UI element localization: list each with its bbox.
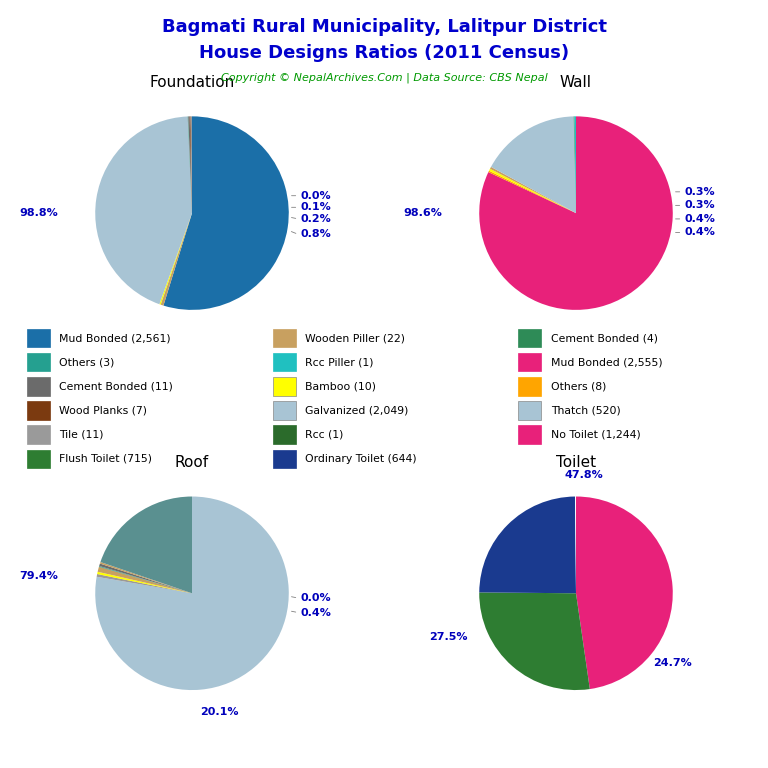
Wedge shape: [99, 566, 192, 593]
Text: Rcc (1): Rcc (1): [305, 429, 343, 439]
Wedge shape: [479, 592, 590, 690]
Wedge shape: [98, 572, 192, 593]
Wedge shape: [576, 496, 673, 689]
Wedge shape: [190, 117, 192, 214]
Wedge shape: [479, 117, 673, 310]
FancyBboxPatch shape: [518, 401, 541, 420]
FancyBboxPatch shape: [27, 353, 50, 372]
Wedge shape: [97, 574, 192, 593]
Wedge shape: [190, 117, 192, 214]
Text: Bamboo (10): Bamboo (10): [305, 382, 376, 392]
Text: Bagmati Rural Municipality, Lalitpur District: Bagmati Rural Municipality, Lalitpur Dis…: [161, 18, 607, 35]
FancyBboxPatch shape: [518, 425, 541, 444]
Wedge shape: [479, 497, 576, 593]
Wedge shape: [574, 117, 576, 214]
Text: 0.1%: 0.1%: [300, 202, 331, 212]
FancyBboxPatch shape: [27, 329, 50, 347]
Text: Galvanized (2,049): Galvanized (2,049): [305, 406, 409, 415]
Wedge shape: [99, 567, 192, 593]
Wedge shape: [161, 214, 192, 306]
Wedge shape: [488, 170, 576, 214]
FancyBboxPatch shape: [518, 329, 541, 347]
Wedge shape: [99, 564, 192, 593]
Wedge shape: [100, 562, 192, 593]
Wedge shape: [95, 496, 289, 690]
Text: Thatch (520): Thatch (520): [551, 406, 621, 415]
FancyBboxPatch shape: [273, 401, 296, 420]
Wedge shape: [188, 117, 192, 214]
Text: 0.4%: 0.4%: [300, 607, 331, 617]
FancyBboxPatch shape: [273, 449, 296, 468]
Title: Foundation: Foundation: [149, 74, 235, 90]
Wedge shape: [490, 167, 576, 214]
Title: Toilet: Toilet: [556, 455, 596, 470]
Wedge shape: [160, 214, 192, 305]
Text: House Designs Ratios (2011 Census): House Designs Ratios (2011 Census): [199, 44, 569, 61]
Title: Wall: Wall: [560, 74, 592, 90]
Text: Copyright © NepalArchives.Com | Data Source: CBS Nepal: Copyright © NepalArchives.Com | Data Sou…: [220, 73, 548, 84]
Title: Roof: Roof: [175, 455, 209, 470]
Text: 0.4%: 0.4%: [684, 214, 715, 224]
Wedge shape: [161, 214, 192, 305]
Text: Rcc Piller (1): Rcc Piller (1): [305, 357, 373, 367]
Text: Flush Toilet (715): Flush Toilet (715): [59, 454, 152, 464]
Wedge shape: [575, 496, 576, 593]
Wedge shape: [97, 574, 192, 593]
Text: Mud Bonded (2,561): Mud Bonded (2,561): [59, 333, 170, 343]
Text: 20.1%: 20.1%: [200, 707, 238, 717]
Text: 0.3%: 0.3%: [684, 200, 715, 210]
Text: 0.4%: 0.4%: [684, 227, 715, 237]
Wedge shape: [101, 496, 192, 593]
FancyBboxPatch shape: [27, 449, 50, 468]
Text: No Toilet (1,244): No Toilet (1,244): [551, 429, 641, 439]
FancyBboxPatch shape: [518, 377, 541, 396]
Wedge shape: [187, 117, 192, 214]
Text: 0.3%: 0.3%: [684, 187, 715, 197]
Text: 0.0%: 0.0%: [300, 593, 331, 603]
Text: 98.6%: 98.6%: [404, 208, 442, 218]
FancyBboxPatch shape: [273, 377, 296, 396]
FancyBboxPatch shape: [273, 425, 296, 444]
Wedge shape: [98, 567, 192, 593]
Wedge shape: [491, 117, 576, 214]
Text: Wood Planks (7): Wood Planks (7): [59, 406, 147, 415]
FancyBboxPatch shape: [273, 353, 296, 372]
FancyBboxPatch shape: [27, 401, 50, 420]
FancyBboxPatch shape: [27, 377, 50, 396]
Text: Tile (11): Tile (11): [59, 429, 104, 439]
FancyBboxPatch shape: [273, 329, 296, 347]
Wedge shape: [188, 117, 192, 214]
Text: 47.8%: 47.8%: [564, 470, 603, 480]
Text: 27.5%: 27.5%: [429, 632, 468, 642]
Text: 0.2%: 0.2%: [300, 214, 331, 224]
Wedge shape: [95, 117, 192, 304]
Text: Others (8): Others (8): [551, 382, 606, 392]
Text: 98.8%: 98.8%: [20, 208, 58, 218]
Text: Ordinary Toilet (644): Ordinary Toilet (644): [305, 454, 416, 464]
Wedge shape: [489, 169, 576, 214]
Wedge shape: [164, 117, 289, 310]
Text: Wooden Piller (22): Wooden Piller (22): [305, 333, 405, 343]
FancyBboxPatch shape: [518, 353, 541, 372]
Text: 0.0%: 0.0%: [300, 190, 331, 200]
Wedge shape: [574, 117, 576, 214]
Text: Cement Bonded (4): Cement Bonded (4): [551, 333, 657, 343]
Text: Mud Bonded (2,555): Mud Bonded (2,555): [551, 357, 662, 367]
Text: 0.8%: 0.8%: [300, 230, 331, 240]
Text: Others (3): Others (3): [59, 357, 114, 367]
FancyBboxPatch shape: [27, 425, 50, 444]
Text: Cement Bonded (11): Cement Bonded (11): [59, 382, 173, 392]
Text: 24.7%: 24.7%: [654, 658, 692, 668]
Text: 79.4%: 79.4%: [20, 571, 58, 581]
